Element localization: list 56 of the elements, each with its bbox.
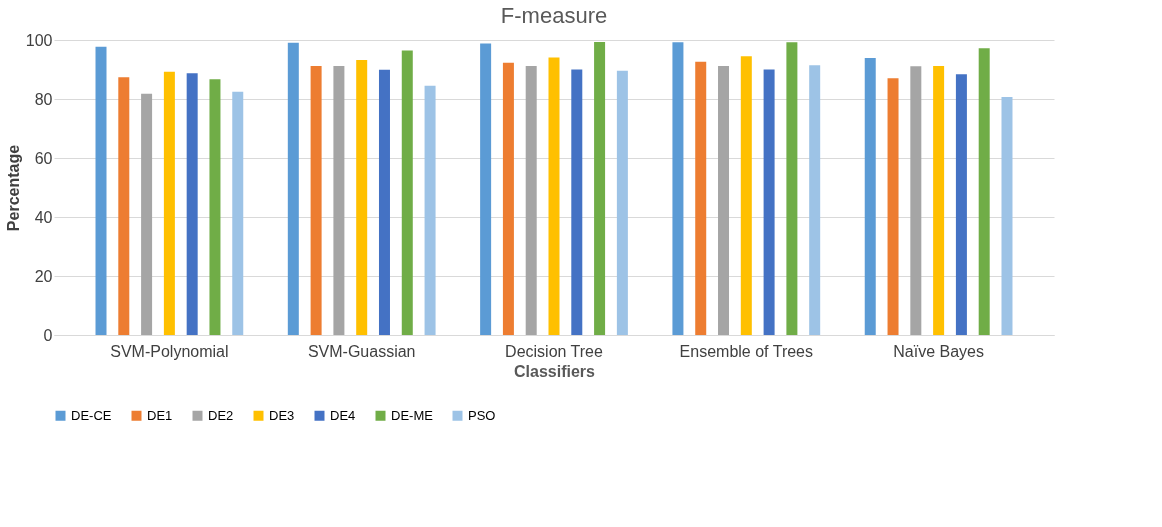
bar: [424, 85, 436, 335]
bar: [910, 66, 922, 335]
bar: [356, 60, 368, 335]
legend-label: DE-ME: [391, 407, 434, 423]
y-tick-label: 100: [25, 31, 53, 49]
bar: [1001, 96, 1013, 335]
bar: [955, 74, 967, 335]
bar: [672, 42, 684, 335]
bar: [186, 73, 198, 335]
bar: [695, 61, 707, 335]
legend-label: DE2: [208, 407, 234, 423]
bar: [594, 42, 606, 335]
legend-label: DE4: [330, 407, 356, 423]
bar: [163, 71, 175, 335]
bar: [809, 65, 821, 335]
y-tick-label: 0: [43, 326, 53, 344]
bar: [118, 77, 130, 335]
bar: [480, 43, 492, 335]
bar: [378, 69, 390, 335]
bar: [978, 48, 990, 335]
x-tick-label: SVM-Polynomial: [110, 342, 229, 360]
bar: [571, 69, 583, 335]
legend-label: DE1: [147, 407, 173, 423]
bar: [502, 62, 514, 335]
y-tick-label: 80: [34, 90, 53, 108]
bar: [933, 65, 945, 335]
bar: [209, 79, 221, 335]
legend-label: DE-CE: [71, 407, 112, 423]
bar: [887, 78, 899, 335]
bar: [525, 65, 537, 335]
bar: [310, 65, 322, 335]
bar: [763, 69, 775, 335]
bar: [718, 65, 730, 335]
bar: [95, 46, 107, 335]
x-tick-label: Naïve Bayes: [893, 342, 984, 360]
legend-label: DE3: [269, 407, 295, 423]
x-tick-label: Ensemble of Trees: [679, 342, 814, 360]
y-axis-title: Percentage: [4, 144, 22, 232]
chart-title: F-measure: [500, 3, 608, 28]
y-tick-label: 40: [34, 208, 53, 226]
bar: [333, 65, 345, 335]
bar: [548, 57, 560, 335]
bar: [616, 70, 628, 335]
y-tick-label: 60: [34, 149, 53, 167]
legend-label: PSO: [468, 407, 496, 423]
bar: [864, 57, 876, 335]
x-axis-title: Classifiers: [514, 362, 596, 380]
bar: [232, 91, 244, 335]
bar: [786, 42, 798, 335]
bar: [740, 56, 752, 335]
y-tick-label: 20: [34, 267, 53, 285]
x-tick-label: SVM-Guassian: [307, 342, 416, 360]
bar: [141, 93, 153, 335]
bar: [401, 50, 413, 335]
x-tick-label: Decision Tree: [505, 342, 604, 360]
bar: [287, 42, 299, 335]
